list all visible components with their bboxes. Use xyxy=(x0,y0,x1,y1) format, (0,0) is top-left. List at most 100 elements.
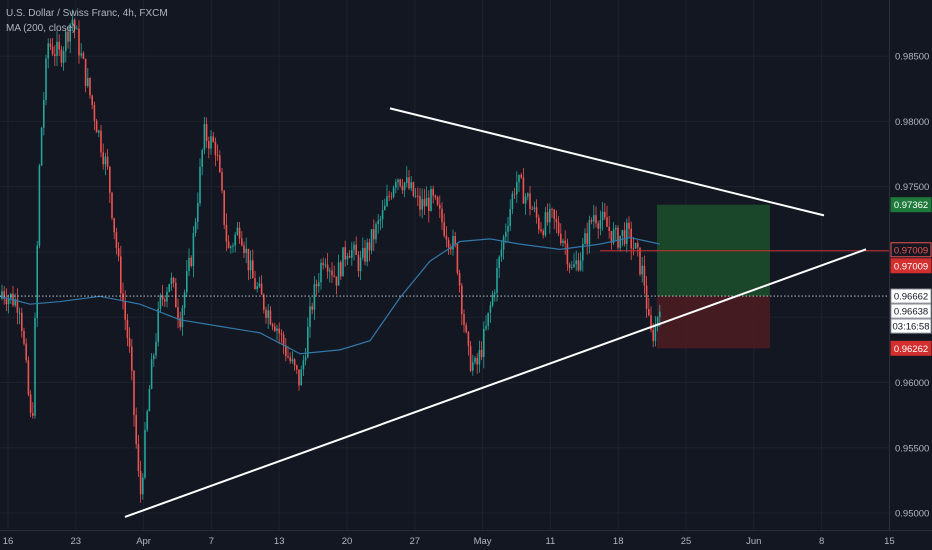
time-tick-label: 16 xyxy=(3,536,14,547)
candle-body xyxy=(623,230,626,244)
lower-support-trendline[interactable] xyxy=(124,248,867,518)
candle-body xyxy=(478,349,481,365)
candle-body xyxy=(324,264,327,266)
candle-body xyxy=(419,195,421,210)
candle-body xyxy=(632,248,635,250)
candle-body xyxy=(399,179,401,186)
candle-body xyxy=(263,294,265,310)
candle-body xyxy=(359,257,362,272)
candle-body xyxy=(520,174,522,178)
candle-body xyxy=(465,324,467,332)
candle-body xyxy=(586,233,588,245)
candle-body xyxy=(40,127,43,166)
candle-body xyxy=(293,359,296,366)
candle-body xyxy=(441,208,443,223)
candle-body xyxy=(469,345,472,371)
candle-body xyxy=(626,222,628,244)
price-tick-label: 0.98000 xyxy=(895,117,929,128)
candle-body xyxy=(115,232,118,249)
candle-body xyxy=(223,190,225,225)
position-zones xyxy=(657,204,770,349)
candle-body xyxy=(335,276,338,286)
entry-price-tag-secondary-bg xyxy=(890,258,932,274)
candle-body xyxy=(533,207,536,210)
candle-body xyxy=(544,212,547,236)
candle-body xyxy=(593,215,595,222)
symbol-title[interactable]: U.S. Dollar / Swiss Franc, 4h, FXCM xyxy=(6,8,168,19)
candle-body xyxy=(18,312,21,314)
candle-body xyxy=(232,245,234,247)
candle-body xyxy=(608,226,610,231)
candle-body xyxy=(403,182,406,191)
candle-body xyxy=(135,415,137,445)
candle-body xyxy=(285,345,287,357)
target-price-tag: 0.97362 xyxy=(894,200,928,211)
candle-body xyxy=(505,231,507,237)
upper-resistance-trendline[interactable] xyxy=(389,107,825,217)
candle-body xyxy=(425,197,428,207)
candle-body xyxy=(181,307,184,328)
candle-body xyxy=(291,359,294,362)
time-axis[interactable]: 16 23 Apr 7 13 20 27 May 11 18 25 Jun 8 15 xyxy=(3,536,895,547)
candle-body xyxy=(414,195,417,197)
candle-body xyxy=(628,222,630,229)
candle-body xyxy=(333,275,335,277)
candle-body xyxy=(254,278,256,290)
entry-price-tag-secondary: 0.97009 xyxy=(894,261,928,272)
candle-body xyxy=(298,369,300,386)
stop-price-tag-bg xyxy=(890,340,932,356)
candle-body xyxy=(621,230,624,236)
candle-body xyxy=(300,369,302,386)
candle-body xyxy=(582,243,584,261)
candle-body xyxy=(474,357,476,363)
candle-body xyxy=(498,256,500,268)
candle-body xyxy=(69,24,71,42)
candle-body xyxy=(344,247,346,260)
candle-body xyxy=(639,247,641,275)
candle-body xyxy=(381,209,384,220)
candle-body xyxy=(436,197,439,205)
candle-body xyxy=(645,285,648,310)
current-price-tag-bg xyxy=(890,288,932,304)
candle-body xyxy=(280,333,283,335)
candle-body xyxy=(417,195,419,197)
candle-body xyxy=(227,241,230,248)
candle-body xyxy=(258,283,261,287)
time-tick-label: 20 xyxy=(342,536,353,547)
candle-body xyxy=(467,331,470,346)
candle-body xyxy=(342,247,344,277)
price-tick-label: 0.98500 xyxy=(895,52,929,63)
drawings[interactable] xyxy=(0,107,889,518)
candle-body xyxy=(247,248,250,271)
candle-body xyxy=(450,247,452,250)
candle-body xyxy=(456,244,459,273)
candle-body xyxy=(406,177,408,183)
candle-body xyxy=(186,271,188,293)
candle-body xyxy=(307,326,309,358)
candle-body xyxy=(47,43,49,59)
stop-price-tag: 0.96262 xyxy=(894,344,928,355)
candle-body xyxy=(494,292,496,295)
candle-body xyxy=(364,247,366,262)
candle-body xyxy=(650,315,652,330)
candle-body xyxy=(128,337,131,347)
candle-body xyxy=(388,196,390,198)
time-tick-label: May xyxy=(474,536,492,547)
candle-body xyxy=(617,227,619,248)
candle-body xyxy=(1,291,3,299)
candle-body xyxy=(397,179,399,183)
candle-body xyxy=(452,235,454,250)
indicator-label[interactable]: MA (200, close) xyxy=(6,23,76,34)
candle-body xyxy=(511,193,514,209)
candle-body xyxy=(568,264,571,268)
candle-body xyxy=(373,229,375,240)
candle-body xyxy=(590,220,593,222)
candle-body xyxy=(577,260,580,271)
time-tick-label: 25 xyxy=(681,536,692,547)
candle-body xyxy=(348,255,351,258)
candle-body xyxy=(214,141,217,156)
candle-body xyxy=(282,334,285,346)
time-tick-label: 8 xyxy=(819,536,824,547)
